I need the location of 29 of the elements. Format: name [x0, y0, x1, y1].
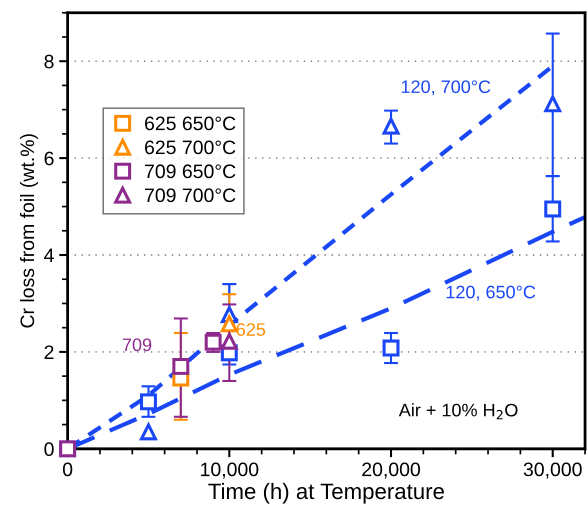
series-label: 120, 650°C: [446, 286, 536, 301]
point: [382, 340, 400, 356]
annotation: 709: [122, 338, 152, 352]
point: [140, 423, 157, 440]
y-tick-label: 4: [44, 248, 54, 262]
x-tick-label: 20,000: [362, 462, 420, 479]
series-label: 120, 700°C: [402, 80, 490, 96]
x-tick-label: 0: [62, 462, 72, 476]
x-tick-label: 30,000: [524, 462, 582, 479]
y-axis-title: Cr loss from foil (wt.%): [20, 134, 38, 328]
point: [544, 200, 562, 218]
point: [544, 95, 562, 112]
y-tick-label: 6: [44, 152, 54, 166]
point: [140, 393, 157, 410]
y-tick-label: 2: [44, 345, 54, 359]
legend-label: 709 650°C: [145, 164, 236, 178]
point: [382, 118, 400, 135]
annotation: Air + 10% H$_{2}$O: [398, 403, 518, 420]
x-axis-title: Time (h) at Temperature: [208, 482, 444, 504]
legend-label: 709 700°C: [145, 188, 236, 202]
point: [220, 332, 238, 350]
x-tick-label: 10,000: [201, 462, 258, 479]
point: [172, 358, 190, 375]
point: [220, 315, 238, 332]
legend-label: 625 700°C: [145, 140, 236, 154]
y-tick-label: 0: [44, 442, 54, 456]
annotation: 625: [236, 323, 266, 336]
legend-label: 625 650°C: [145, 116, 236, 130]
y-tick-label: 8: [44, 54, 54, 68]
